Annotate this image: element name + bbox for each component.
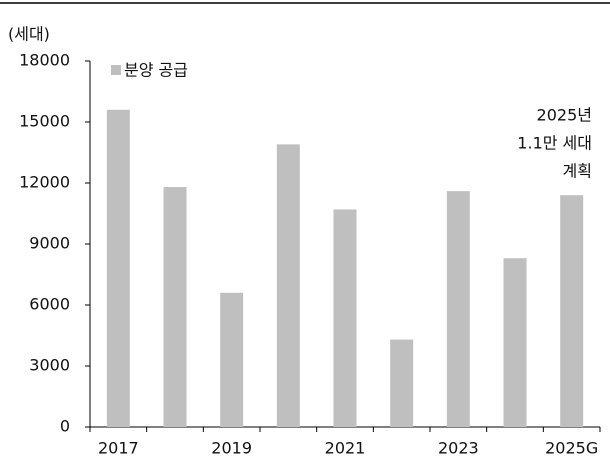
annotation: 계획 xyxy=(563,162,592,181)
legend-swatch xyxy=(111,65,121,75)
legend-label: 분양 공급 xyxy=(124,61,188,80)
x-tick-label: 2017 xyxy=(98,439,139,458)
y-tick-label: 0 xyxy=(60,417,70,436)
bar xyxy=(220,292,244,427)
bar xyxy=(390,339,414,427)
x-tick-label: 2021 xyxy=(325,439,366,458)
annotation: 2025년 xyxy=(537,106,592,125)
y-tick-label: 6000 xyxy=(29,295,70,314)
x-tick-label: 2025G xyxy=(545,439,598,458)
bar xyxy=(333,209,357,427)
annotation: 1.1만 세대 xyxy=(517,134,592,153)
bar xyxy=(560,195,584,427)
bar xyxy=(503,258,527,427)
y-axis-label: (세대) xyxy=(8,25,50,44)
y-tick-label: 3000 xyxy=(29,356,70,375)
y-tick-label: 9000 xyxy=(29,234,70,253)
y-tick-label: 12000 xyxy=(19,173,70,192)
x-tick-label: 2023 xyxy=(438,439,479,458)
y-tick-label: 18000 xyxy=(19,51,70,70)
y-tick-label: 15000 xyxy=(19,112,70,131)
bar xyxy=(276,144,300,427)
bar xyxy=(163,187,187,427)
bar xyxy=(446,191,470,427)
bar xyxy=(106,109,130,428)
x-tick-label: 2019 xyxy=(211,439,252,458)
